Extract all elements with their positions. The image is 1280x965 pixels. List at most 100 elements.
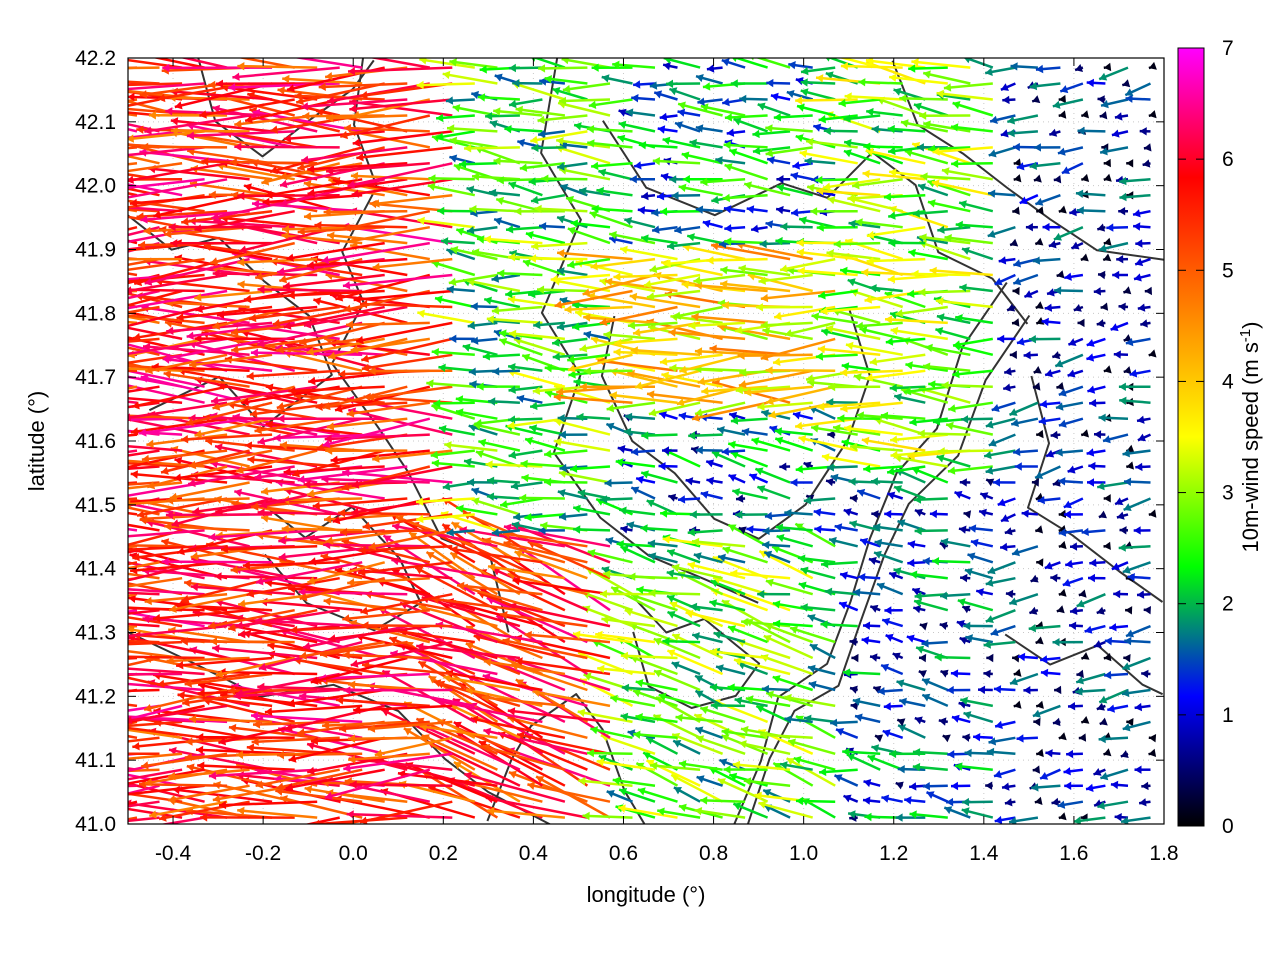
- wind-vector-head: [106, 326, 114, 334]
- wind-vector-head: [74, 727, 82, 735]
- wind-vector-head: [98, 713, 105, 721]
- wind-vector-head: [58, 616, 65, 624]
- wind-vector-head: [69, 412, 76, 420]
- wind-vector-head: [55, 604, 63, 612]
- wind-vector-head: [74, 672, 82, 680]
- wind-vector-head: [60, 397, 68, 405]
- wind-vector-head: [66, 749, 73, 757]
- wind-vector-head: [55, 626, 62, 634]
- wind-vector-head: [63, 511, 71, 519]
- wind-vector-head: [56, 812, 64, 820]
- wind-vector-head: [92, 785, 100, 793]
- wind-vector-head: [57, 517, 65, 525]
- wind-vector-head: [57, 290, 64, 298]
- wind-vector-head: [93, 283, 101, 291]
- wind-vector-head: [46, 250, 53, 258]
- wind-vector-shaft: [918, 433, 971, 434]
- wind-vector-shaft: [95, 545, 183, 546]
- wind-vector-head: [118, 411, 125, 419]
- wind-vector-shaft: [103, 289, 204, 291]
- wind-vector: [47, 719, 137, 738]
- wind-vector-head: [49, 717, 57, 725]
- wind-vector-head: [72, 333, 80, 341]
- wind-vector-head: [45, 501, 52, 509]
- wind-vector-head: [41, 345, 48, 353]
- wind-vector-head: [49, 829, 57, 837]
- wind-vector-head: [74, 670, 81, 678]
- wind-vector-shaft: [50, 674, 137, 685]
- wind-vector: [56, 387, 137, 405]
- wind-vector-head: [56, 397, 64, 405]
- wind-vector: [41, 658, 137, 667]
- wind-vector-head: [86, 602, 93, 610]
- wind-vector-head: [123, 500, 130, 508]
- wind-vector-head: [104, 580, 112, 588]
- wind-vector-shaft: [52, 546, 137, 554]
- wind-vector-head: [58, 616, 65, 624]
- wind-vector-head: [51, 734, 59, 742]
- wind-vector-head: [109, 721, 117, 729]
- wind-vector-head: [97, 534, 104, 542]
- wind-vector-shaft: [529, 259, 588, 260]
- wind-vector-head: [95, 541, 102, 549]
- wind-vector-head: [100, 586, 108, 594]
- wind-vector-head: [243, 833, 251, 841]
- wind-vector-head: [31, 785, 38, 793]
- wind-vector-head: [33, 356, 40, 364]
- wind-vector-head: [71, 483, 78, 491]
- wind-vector: [41, 339, 138, 354]
- wind-vector-head: [117, 712, 124, 720]
- wind-vector-head: [31, 751, 39, 759]
- wind-vector-head: [92, 549, 100, 557]
- wind-vector-head: [105, 776, 113, 784]
- wind-vector-shaft: [47, 722, 137, 738]
- wind-vector-head: [61, 688, 68, 696]
- wind-vector: [33, 355, 137, 365]
- wind-vector-shaft: [350, 784, 453, 785]
- wind-vector-head: [50, 680, 58, 688]
- wind-vector-head: [109, 652, 116, 660]
- wind-vector-shaft: [210, 641, 295, 642]
- wind-vector-head: [81, 799, 89, 807]
- wind-vector-head: [45, 366, 52, 374]
- wind-vector: [52, 546, 137, 557]
- wind-vector-head: [68, 342, 75, 350]
- wind-vector-shaft: [537, 290, 587, 292]
- wind-vector-shaft: [46, 260, 137, 275]
- wind-vector-head: [90, 608, 98, 616]
- wind-vector-head: [124, 413, 132, 421]
- wind-vector-shaft: [912, 274, 971, 275]
- wind-vector-head: [103, 285, 110, 293]
- wind-vector-head: [107, 604, 114, 612]
- wind-vector-head: [108, 278, 115, 286]
- wind-vector-shaft: [109, 656, 204, 658]
- wind-vector-shaft: [162, 562, 272, 563]
- wind-vector-head: [57, 584, 65, 592]
- wind-vector-head: [299, 825, 307, 833]
- wind-vector-head: [98, 772, 106, 780]
- wind-vector-shaft: [41, 658, 137, 663]
- wind-vector-head: [109, 546, 116, 554]
- wind-vector-shaft: [766, 370, 836, 371]
- wind-vector-shaft: [362, 625, 453, 626]
- wind-vector-head: [59, 461, 67, 469]
- wind-vector: [55, 594, 137, 612]
- wind-vector-shaft: [51, 722, 137, 740]
- wind-vector-shaft: [42, 483, 137, 489]
- wind-vector-head: [46, 257, 54, 265]
- wind-vector-shaft: [31, 786, 137, 789]
- wind-vector-head: [90, 667, 98, 675]
- wind-vector-head: [59, 411, 66, 419]
- wind-vector-shaft: [706, 259, 767, 260]
- wind-vector-head: [41, 821, 49, 829]
- wind-vector-shaft: [584, 371, 633, 372]
- wind-vector-shaft: [918, 291, 970, 293]
- wind-vector-head: [47, 719, 55, 727]
- wind-vector-head: [81, 391, 88, 399]
- wind-vector-shaft: [649, 593, 701, 594]
- wind-vector-head: [26, 757, 33, 765]
- wind-vector-head: [89, 457, 96, 465]
- wind-vector-head: [56, 586, 63, 594]
